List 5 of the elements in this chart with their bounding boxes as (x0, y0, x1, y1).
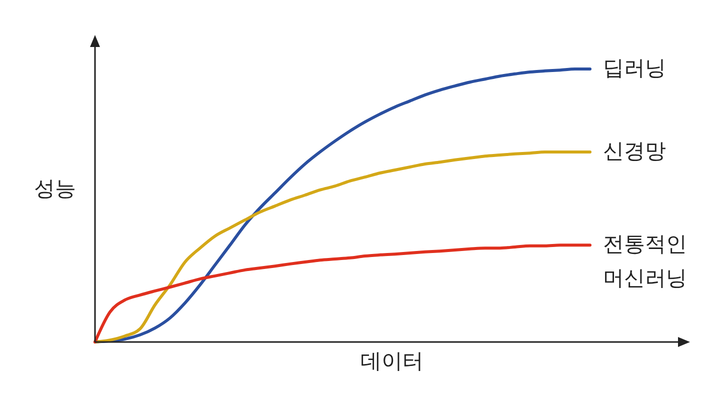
series-label: 딥러닝 (603, 56, 666, 80)
y-axis-title: 성능 (34, 176, 76, 201)
x-axis-title: 데이터 (360, 349, 424, 373)
series-label: 신경망 (603, 138, 666, 163)
series-label: 전통적인 머신러닝 (603, 232, 687, 290)
